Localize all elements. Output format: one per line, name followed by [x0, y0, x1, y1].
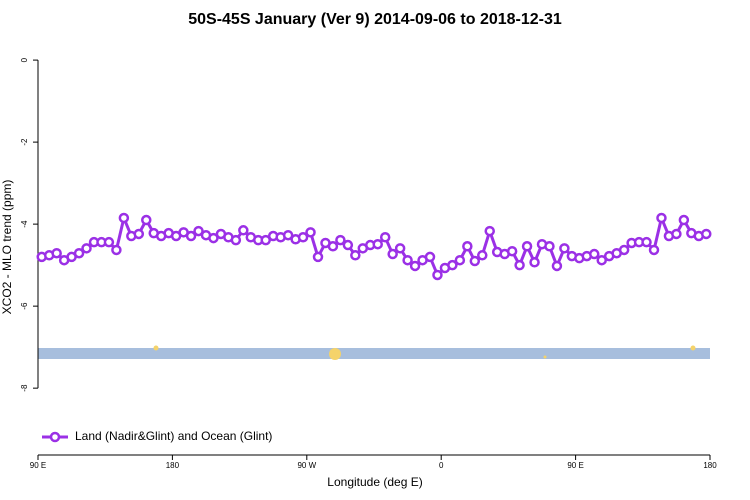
data-point [185, 230, 197, 242]
data-point [671, 228, 682, 240]
data-point [477, 250, 488, 261]
data-point [238, 225, 249, 236]
y-tick-label: -4 [20, 220, 29, 228]
y-tick-label: 0 [20, 57, 29, 62]
coverage-dot [690, 345, 696, 351]
x-tick-label: 90 E [30, 461, 46, 470]
data-point [514, 259, 525, 271]
data-point [432, 269, 443, 281]
data-point [312, 251, 324, 263]
data-point [118, 212, 130, 224]
coverage-dot [543, 355, 547, 359]
data-point [454, 254, 466, 266]
data-point [305, 227, 316, 238]
data-point [297, 231, 309, 243]
data-point [402, 254, 413, 266]
x-tick-label: 90 W [297, 461, 316, 470]
chart-title: 50S-45S January (Ver 9) 2014-09-06 to 20… [188, 11, 562, 28]
data-point [596, 254, 607, 266]
y-tick-label: -2 [20, 138, 29, 146]
data-point [641, 236, 652, 248]
data-point [409, 260, 421, 272]
y-tick-label: -8 [20, 384, 29, 392]
data-point [506, 245, 518, 257]
data-point [141, 214, 152, 226]
data-point [447, 259, 458, 271]
data-point [559, 243, 570, 254]
data-point [469, 255, 481, 267]
data-point [335, 234, 346, 246]
data-point [260, 234, 271, 246]
data-point [73, 247, 85, 259]
data-point [193, 225, 204, 237]
data-point [701, 228, 712, 240]
x-tick-label: 180 [703, 461, 717, 470]
coverage-dot [329, 348, 341, 360]
data-point [350, 250, 361, 261]
data-point [484, 225, 495, 237]
legend-label: Land (Nadir&Glint) and Ocean (Glint) [75, 429, 272, 443]
data-point [648, 244, 660, 256]
data-point [521, 241, 533, 252]
data-point [103, 236, 115, 248]
data-point [133, 228, 145, 240]
data-point [589, 248, 600, 260]
data-point [678, 214, 690, 226]
data-point [327, 241, 339, 252]
data-point [342, 239, 354, 251]
data-point [111, 244, 122, 256]
data-point [379, 231, 391, 243]
data-point [387, 248, 398, 260]
data-point [462, 241, 473, 252]
legend-marker [49, 431, 61, 443]
data-point [230, 234, 242, 246]
data-point [551, 260, 563, 272]
data-point [208, 232, 219, 244]
x-tick-label: 90 E [567, 461, 583, 470]
x-tick-label: 0 [439, 461, 444, 470]
y-axis-label: XCO2 - MLO trend (ppm) [0, 180, 14, 315]
data-point [51, 247, 62, 259]
data-point [81, 243, 92, 254]
x-axis-label: Longitude (deg E) [327, 475, 422, 489]
coverage-dot [153, 345, 159, 351]
x-tick-label: 180 [166, 461, 180, 470]
data-point [394, 243, 406, 254]
coverage-band [38, 348, 710, 359]
y-tick-label: -6 [20, 302, 29, 310]
data-point [656, 212, 667, 224]
data-point [618, 244, 630, 256]
data-point [282, 229, 294, 241]
data-point [529, 257, 540, 268]
data-point [372, 238, 383, 250]
data-point [424, 251, 436, 263]
data-point [544, 241, 555, 252]
